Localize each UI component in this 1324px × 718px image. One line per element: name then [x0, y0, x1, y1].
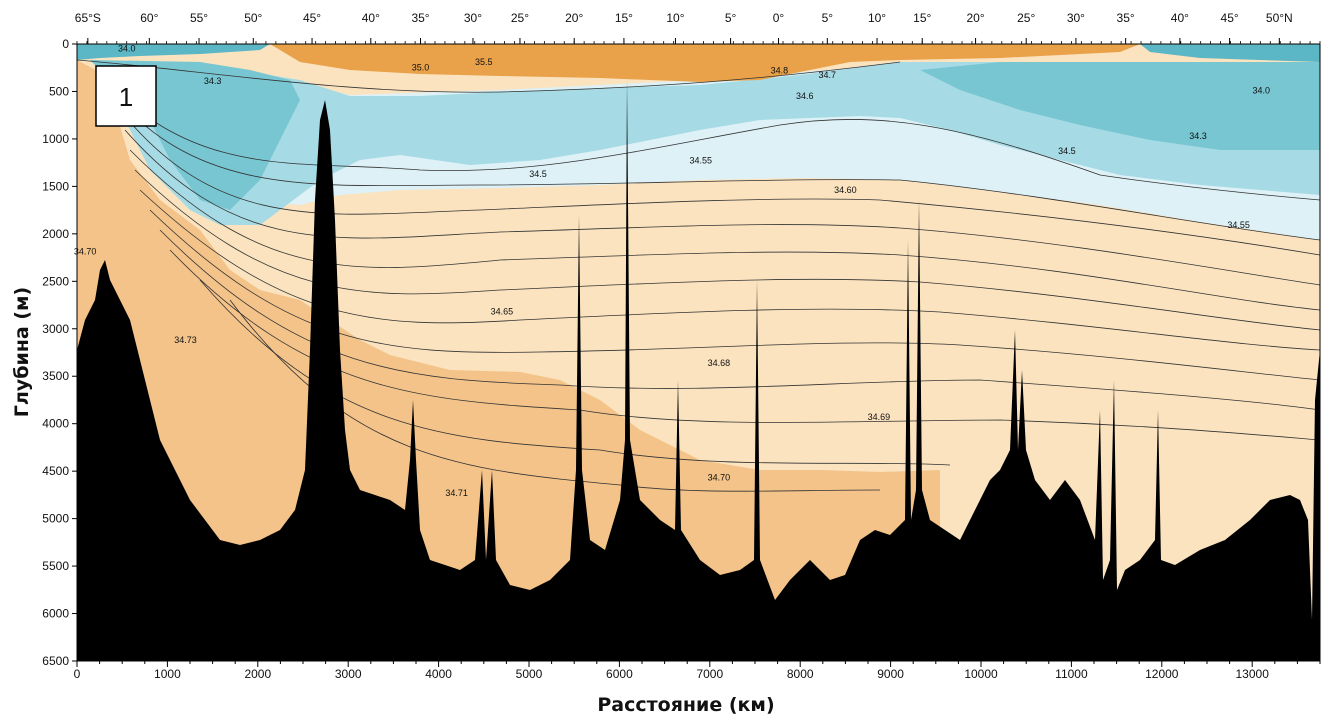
lat-tick-label: 45° [1221, 11, 1239, 25]
x-tick-label: 2000 [244, 667, 271, 681]
y-tick-label: 500 [49, 84, 69, 98]
contour-label: 34.0 [1252, 85, 1270, 95]
contour-label: 34.3 [1189, 131, 1207, 141]
contour-label: 34.55 [1227, 220, 1250, 230]
lat-tick-label: 20° [565, 11, 583, 25]
plot-frame [76, 43, 1321, 662]
y-tick-label: 5000 [42, 512, 69, 526]
x-tick-label: 7000 [696, 667, 723, 681]
surface-fresh-layer [77, 44, 1320, 62]
x-tick-label: 13000 [1236, 667, 1270, 681]
x-tick-label: 10000 [964, 667, 998, 681]
contour-label: 34.70 [708, 473, 731, 483]
lat-tick-label: 60° [140, 11, 158, 25]
panel-number: 1 [119, 82, 133, 112]
contour-labels: 34.0 34.3 35.0 35.5 34.8 34.7 34.6 34.55 34.5 34.… [74, 44, 1270, 498]
contour-label: 34.8 [771, 65, 789, 75]
lat-tick-label: 30° [1067, 11, 1085, 25]
y-tick-label: 2500 [42, 274, 69, 288]
lat-tick-label: 35° [411, 11, 429, 25]
contour-label: 34.5 [1058, 146, 1076, 156]
contour-label: 34.3 [204, 76, 222, 86]
lat-tick-label: 65°S [75, 11, 101, 25]
contour-label: 34.71 [445, 488, 468, 498]
x-tick-label: 9000 [877, 667, 904, 681]
lat-tick-label: 15° [615, 11, 633, 25]
contour-label: 34.0 [118, 44, 136, 54]
x-axis-title: Расстояние (км) [597, 694, 774, 716]
lat-tick-label: 35° [1117, 11, 1135, 25]
y-tick-label: 5500 [42, 559, 69, 573]
x-tick-label: 1000 [154, 667, 181, 681]
contour-label: 34.5 [529, 169, 547, 179]
y-tick-label: 0 [62, 37, 69, 51]
lat-tick-label: 55° [190, 11, 208, 25]
y-axis-title: Глубина (м) [11, 287, 33, 417]
contour-label: 34.55 [689, 156, 712, 166]
lat-tick-label: 25° [1017, 11, 1035, 25]
lat-tick-label: 40° [362, 11, 380, 25]
y-tick-label: 3000 [42, 322, 69, 336]
contour-label: 34.6 [796, 91, 814, 101]
contour-label: 34.65 [491, 307, 514, 317]
lat-tick-label: 10° [666, 11, 684, 25]
lat-tick-label: 20° [966, 11, 984, 25]
contour-label: 35.5 [475, 57, 493, 67]
surface-orange-layer [270, 44, 1140, 82]
y-axis-ticks: 0 500 1000 1500 2000 2500 3000 3500 4000 4500 5000… [42, 37, 77, 668]
contour-label: 34.70 [74, 247, 97, 257]
latitude-ticks: 65°S 60° 55° 50° 45° 40° 35° 30° 25° 20° 15° 10° 5° 0… [75, 11, 1321, 44]
x-tick-label: 4000 [425, 667, 452, 681]
lat-tick-label: 10° [868, 11, 886, 25]
y-tick-label: 3500 [42, 369, 69, 383]
salinity-contours [76, 59, 1321, 492]
x-tick-label: 5000 [516, 667, 543, 681]
x-tick-label: 0 [74, 667, 81, 681]
deep-orange-water-mass [77, 60, 940, 661]
lat-tick-label: 25° [511, 11, 529, 25]
panel-number-box [95, 65, 157, 127]
contour-label: 34.69 [868, 412, 891, 422]
y-tick-label: 1500 [42, 179, 69, 193]
x-tick-label: 12000 [1145, 667, 1179, 681]
y-tick-label: 6000 [42, 607, 69, 621]
deep-blue-core-north [920, 62, 1320, 150]
y-tick-label: 1000 [42, 132, 69, 146]
lat-tick-label: 0° [773, 11, 785, 25]
lat-tick-label: 5° [725, 11, 737, 25]
lat-tick-label: 40° [1171, 11, 1189, 25]
y-tick-label: 4000 [42, 417, 69, 431]
lat-tick-label: 50°N [1266, 11, 1293, 25]
y-tick-label: 6500 [42, 654, 69, 668]
contour-label: 34.73 [174, 335, 197, 345]
contour-label: 35.0 [412, 63, 430, 73]
lat-tick-label: 15° [913, 11, 931, 25]
y-tick-label: 4500 [42, 464, 69, 478]
x-axis-ticks: 0 1000 2000 3000 4000 5000 6000 7000 8000 9000 100… [74, 661, 1321, 681]
x-tick-label: 3000 [335, 667, 362, 681]
x-tick-label: 11000 [1055, 667, 1088, 681]
lat-tick-label: 45° [303, 11, 321, 25]
lat-tick-label: 30° [464, 11, 482, 25]
contour-label: 34.7 [819, 70, 837, 80]
seafloor-bathymetry [77, 80, 1320, 661]
lat-tick-label: 5° [822, 11, 834, 25]
contour-label: 34.68 [708, 358, 731, 368]
y-tick-label: 2000 [42, 227, 69, 241]
contour-label: 34.60 [834, 185, 857, 195]
x-tick-label: 8000 [787, 667, 814, 681]
lat-tick-label: 50° [244, 11, 262, 25]
x-tick-label: 6000 [606, 667, 633, 681]
